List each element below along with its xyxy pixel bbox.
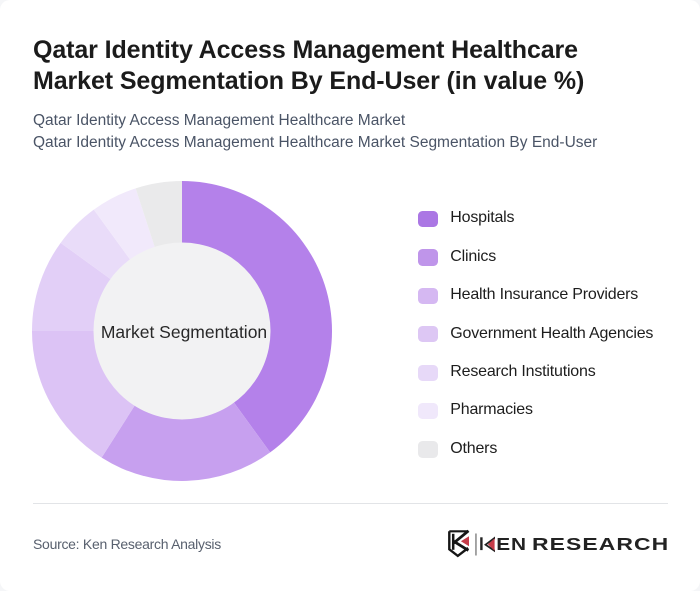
svg-text:EN: EN <box>496 536 527 555</box>
svg-text:RESEARCH: RESEARCH <box>532 536 669 555</box>
